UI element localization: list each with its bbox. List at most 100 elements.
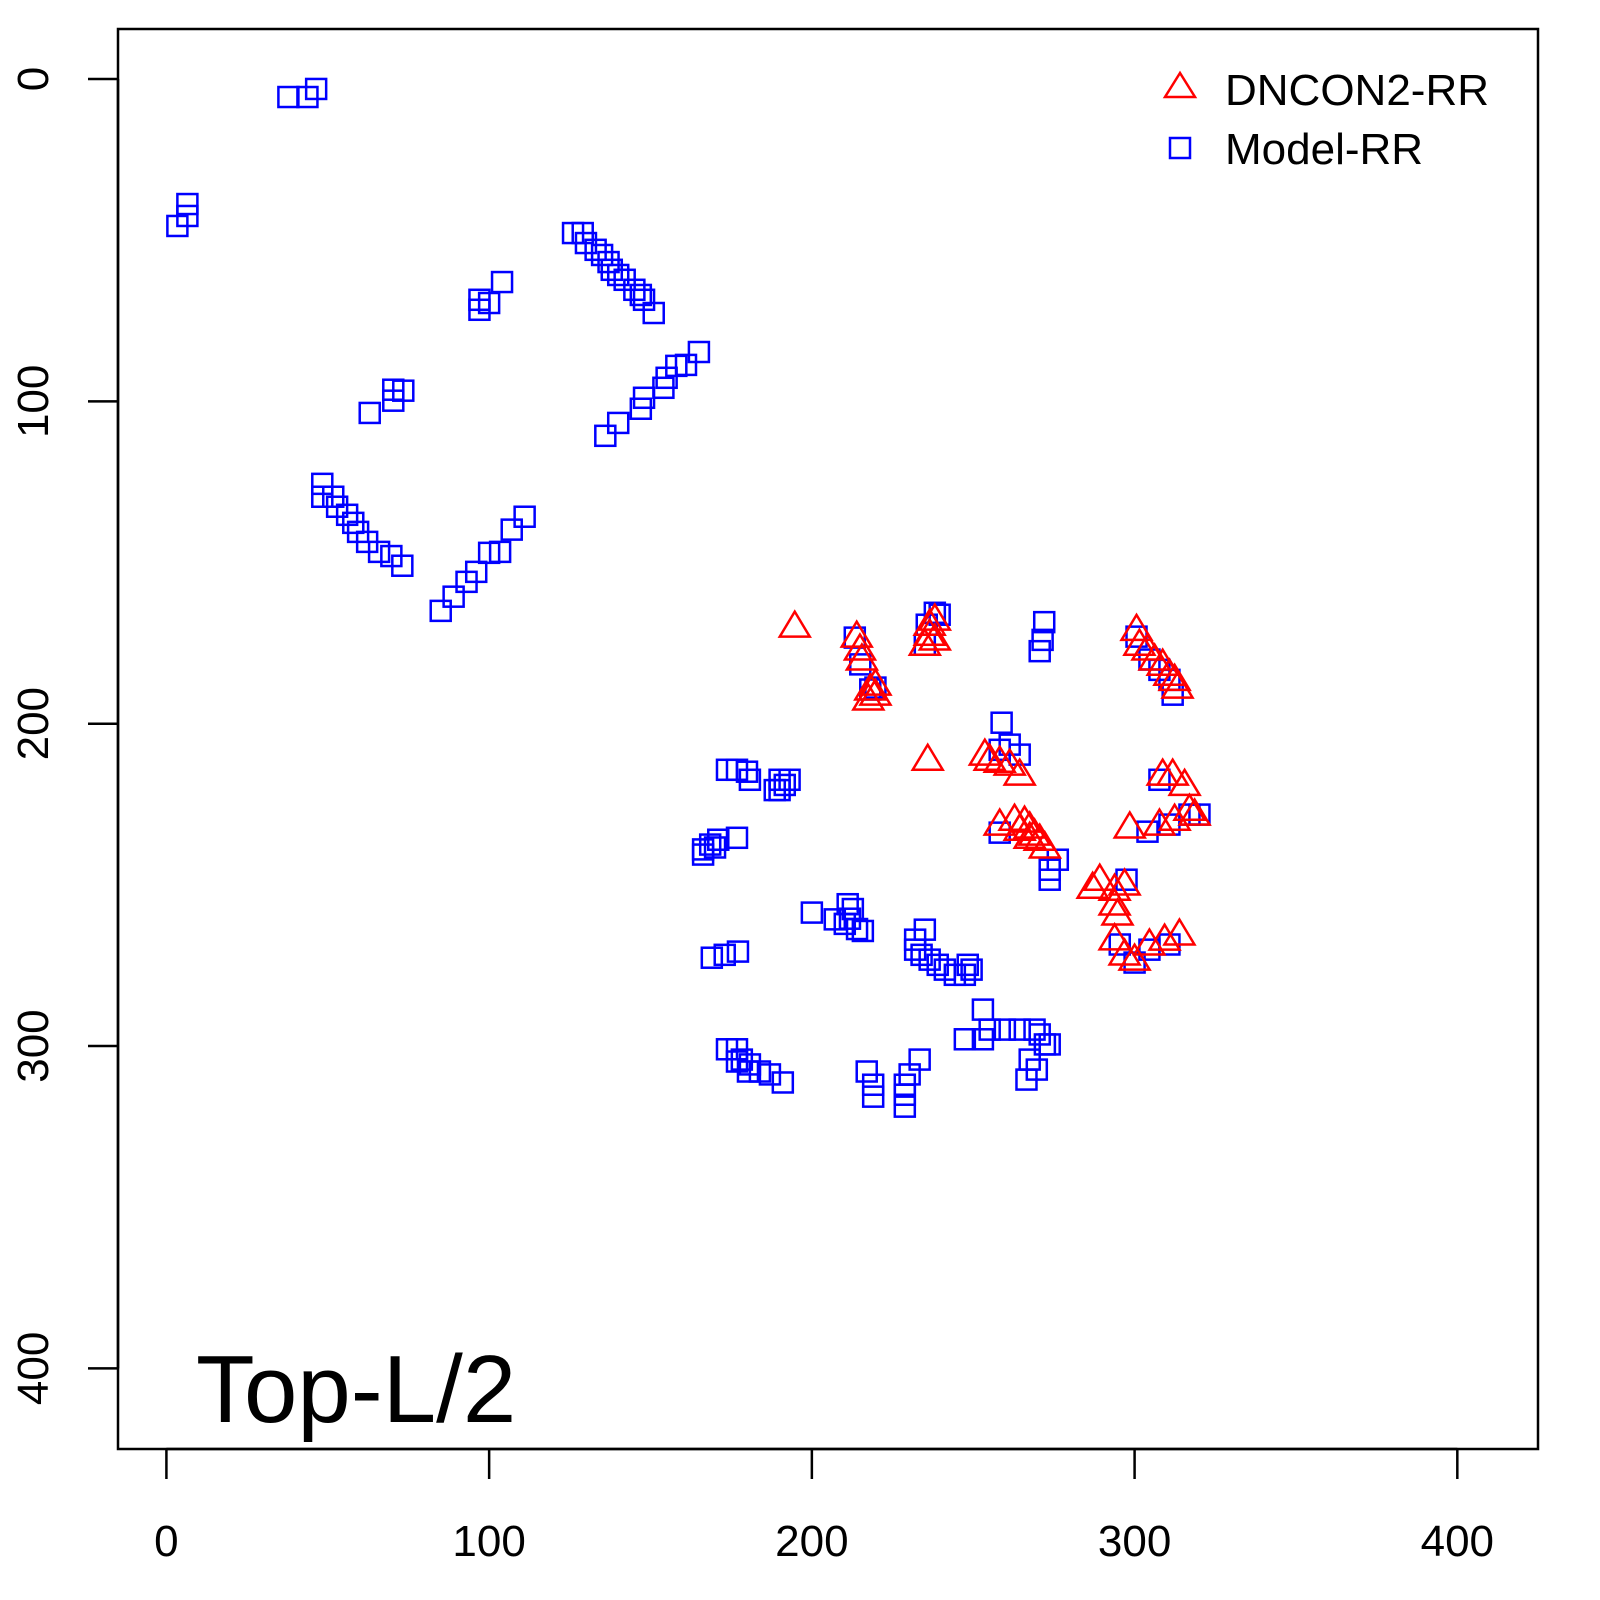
model-rr-point xyxy=(594,424,617,448)
dncon2-rr-point xyxy=(1145,757,1180,786)
dncon2-rr-point xyxy=(972,742,1007,772)
dncon2-rr-point xyxy=(1082,862,1117,891)
model-rr-point xyxy=(606,263,630,287)
model-rr-point xyxy=(971,998,995,1021)
model-rr-point xyxy=(687,340,711,364)
model-rr-point xyxy=(838,907,862,930)
model-rr-point xyxy=(1031,628,1054,652)
dncon2-rr-point xyxy=(1097,872,1132,901)
x-tick-label: 300 xyxy=(1098,1517,1171,1566)
model-rr-point xyxy=(833,912,857,936)
dncon2-rr-point xyxy=(853,672,888,701)
legend: DNCON2-RR Model-RR xyxy=(1162,66,1489,174)
model-rr-point xyxy=(778,768,801,792)
dncon2-rr-point xyxy=(1122,627,1157,656)
dncon2-rr-point xyxy=(912,617,947,646)
dncon2-rr-point xyxy=(1097,921,1132,951)
dncon2-rr-point xyxy=(1162,917,1197,946)
dncon2-rr-point xyxy=(967,737,1003,766)
model-rr-point xyxy=(703,836,727,859)
dncon2-rr-point xyxy=(1137,642,1172,671)
x-tick-label: 100 xyxy=(452,1517,525,1566)
model-rr-point xyxy=(488,540,512,564)
dncon2-rr-point xyxy=(777,609,812,638)
model-rr-point xyxy=(953,1028,977,1051)
model-rr-point xyxy=(978,1018,1001,1041)
x-tick-label: 200 xyxy=(775,1517,848,1566)
y-tick-label: 0 xyxy=(9,67,58,91)
model-rr-point xyxy=(893,1083,917,1106)
y-axis: 0 100 200 300 400 xyxy=(9,67,120,1405)
dncon2-rr-point xyxy=(917,622,953,651)
model-rr-point xyxy=(691,838,715,861)
model-rr-point xyxy=(1028,639,1051,663)
model-rr-point xyxy=(758,1063,782,1086)
y-tick-label: 300 xyxy=(9,1009,58,1082)
model-rr-point xyxy=(429,599,452,623)
model-rr-point xyxy=(176,204,199,228)
legend-label-dncon2: DNCON2-RR xyxy=(1225,66,1489,115)
dncon2-rr-point xyxy=(1117,942,1152,971)
model-rr-point xyxy=(358,401,381,425)
x-tick-label: 0 xyxy=(154,1517,178,1566)
dncon2-rr-point xyxy=(844,642,880,671)
model-rr-point xyxy=(674,353,698,377)
dncon2-rr-point xyxy=(858,677,893,706)
dncon2-rr-point xyxy=(842,632,878,661)
model-rr-point xyxy=(1032,610,1056,634)
legend-triangle-marker xyxy=(1162,70,1198,99)
model-rr-point xyxy=(771,1071,795,1094)
dncon2-rr-point xyxy=(982,807,1017,836)
dncon2-rr-point xyxy=(910,742,945,772)
model-rr-point xyxy=(176,192,199,216)
model-rr-point xyxy=(725,826,749,850)
model-rr-point xyxy=(642,301,665,325)
model-rr-point xyxy=(908,1048,931,1071)
dncon2-rr-point xyxy=(1157,662,1192,692)
model-rr-point xyxy=(513,505,536,528)
x-tick-label: 400 xyxy=(1421,1517,1494,1566)
annotation-label: Top-L/2 xyxy=(196,1336,516,1443)
y-tick-label: 200 xyxy=(9,687,58,760)
model-rr-point xyxy=(584,238,607,262)
dncon2-rr-point xyxy=(1002,757,1037,786)
dncon2-rr-point xyxy=(839,619,874,648)
model-rr-point xyxy=(606,411,630,435)
model-rr-point xyxy=(730,1048,754,1071)
dncon2-rr-point xyxy=(1107,867,1142,896)
dncon2-rr-point xyxy=(1012,820,1047,850)
dncon2-rr-point xyxy=(1147,922,1182,951)
model-rr-point xyxy=(1008,1018,1031,1041)
data-marks xyxy=(166,77,1212,1118)
model-rr-point xyxy=(713,943,736,967)
dncon2-rr-point xyxy=(1100,897,1135,926)
model-rr-point xyxy=(468,288,491,312)
dncon2-rr-point xyxy=(1017,817,1052,846)
series-dncon2-rr xyxy=(777,602,1212,971)
y-tick-label: 100 xyxy=(9,365,58,438)
dncon2-rr-point xyxy=(1155,757,1190,786)
model-rr-point xyxy=(629,283,653,307)
model-rr-point xyxy=(1025,1058,1049,1081)
model-rr-point xyxy=(738,768,762,792)
model-rr-point xyxy=(735,760,759,783)
model-rr-point xyxy=(700,946,724,969)
dncon2-rr-point xyxy=(1107,937,1142,966)
model-rr-point xyxy=(1136,820,1159,843)
model-rr-point xyxy=(698,833,722,856)
model-rr-point xyxy=(391,554,414,577)
series-model-rr xyxy=(166,77,1211,1118)
model-rr-point xyxy=(277,85,300,109)
model-rr-point xyxy=(893,1095,917,1118)
model-rr-point xyxy=(464,560,488,584)
dncon2-rr-point xyxy=(1075,870,1110,900)
model-rr-point xyxy=(382,378,405,401)
dncon2-rr-point xyxy=(1132,927,1167,956)
plot-frame xyxy=(116,27,1540,1451)
model-rr-point xyxy=(800,901,824,924)
legend-square-marker xyxy=(1168,136,1192,160)
dncon2-rr-point xyxy=(1097,887,1132,916)
dncon2-rr-point xyxy=(1172,792,1207,822)
dncon2-rr-point xyxy=(982,744,1017,773)
dncon2-rr-point xyxy=(1119,612,1154,642)
